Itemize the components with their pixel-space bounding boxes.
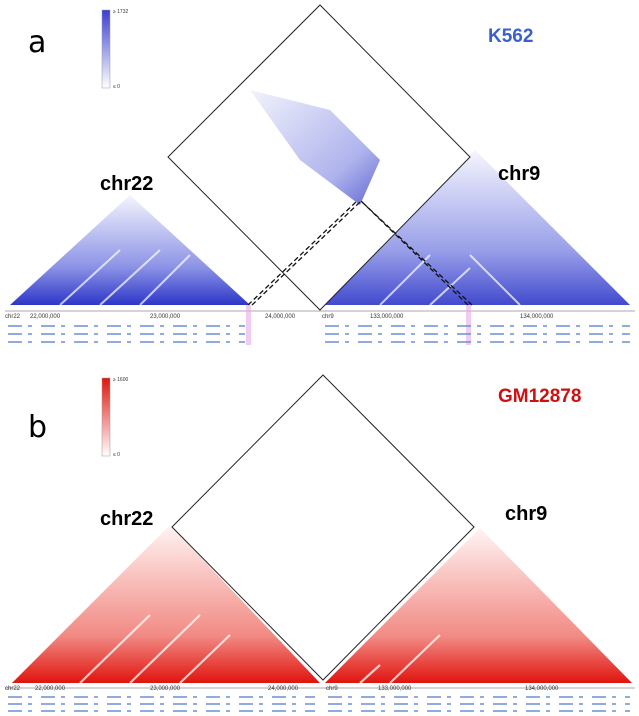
colorbar-max: ≥ 1600 [113, 377, 128, 383]
axis-tick: 24,000,000 [268, 686, 299, 692]
axis-tick: 24,000,000 [265, 314, 296, 320]
heatmap-streaks [79, 614, 441, 684]
cell-line: GM12878 [498, 386, 581, 407]
panel-label: b [28, 410, 47, 445]
cell-line: K562 [488, 26, 533, 47]
gene-track [8, 696, 630, 712]
axis-tick: 23,000,000 [150, 686, 181, 692]
inter-chrom-map [171, 374, 475, 681]
inter-signal [250, 90, 380, 205]
heatmap-streaks [59, 249, 521, 306]
axis-tick: 22,000,000 [30, 314, 61, 320]
panel-b: b ≥ 1600 ≤ 0 GM12878 chr22 chr9 chr22 22… [5, 374, 635, 712]
colorbar [101, 377, 111, 457]
axis-tick: 22,000,000 [35, 686, 66, 692]
chrom-label: chr22 [100, 173, 153, 195]
dashed-link [247, 199, 473, 306]
colorbar [101, 9, 111, 89]
colorbar-min: ≤ 0 [113, 84, 120, 90]
heatmap-left [10, 195, 250, 305]
highlight [466, 305, 471, 345]
heatmap-right [325, 528, 632, 683]
colorbar-min: ≤ 0 [113, 452, 120, 458]
axis-tick: 134,000,000 [525, 686, 559, 692]
panel-a: a ≥ 1732 ≤ 0 K562 chr22 chr9 chr22 22,00… [5, 4, 635, 345]
axis-chrom: chr22 [5, 314, 21, 320]
axis-tick: 133,000,000 [370, 314, 404, 320]
highlight [246, 305, 251, 345]
axis-chrom: chr9 [326, 686, 338, 692]
axis-tick: 133,000,000 [378, 686, 412, 692]
axis-tick: 134,000,000 [520, 314, 554, 320]
chrom-label: chr22 [100, 508, 153, 530]
colorbar-max: ≥ 1732 [113, 9, 128, 15]
gene-track [8, 325, 630, 343]
heatmap-right [320, 150, 630, 305]
panel-label: a [28, 25, 46, 60]
axis-chrom: chr22 [5, 686, 21, 692]
chrom-label: chr9 [498, 163, 540, 185]
axis-chrom: chr9 [322, 314, 334, 320]
chrom-label: chr9 [505, 503, 547, 525]
heatmap-left [12, 525, 320, 683]
axis-tick: 23,000,000 [150, 314, 181, 320]
